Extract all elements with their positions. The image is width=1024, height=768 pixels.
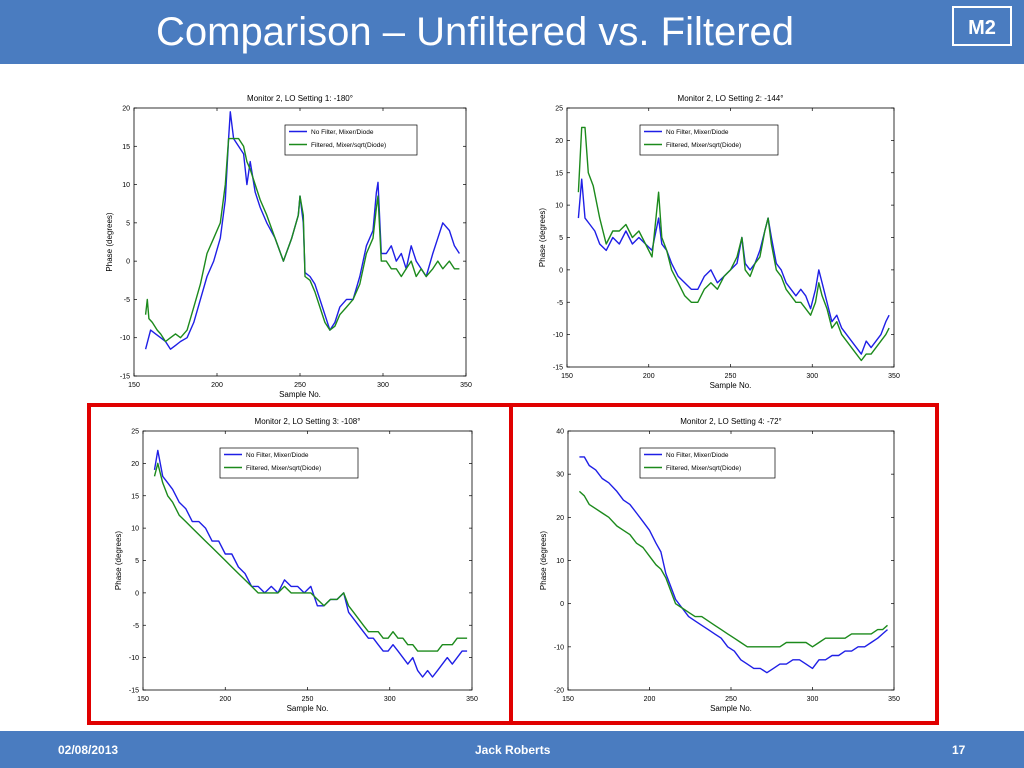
x-tick-label: 250 [725,373,737,380]
slide-footer: 02/08/2013 Jack Roberts 17 [0,731,1024,768]
footer-author: Jack Roberts [475,743,551,757]
slide-header [0,0,1024,64]
y-tick-label: -5 [557,300,563,307]
y-axis-label: Phase (degrees) [538,208,547,267]
y-tick-label: 15 [122,144,130,151]
y-tick-label: -10 [553,332,563,339]
x-tick-label: 150 [561,373,573,380]
plot-area [566,107,895,368]
series-line-no-filter [577,178,890,355]
x-tick-label: 150 [128,382,140,389]
y-tick-label: 5 [559,235,563,242]
series-line-no-filter [144,111,460,350]
y-tick-label: -5 [124,297,130,304]
footer-page-number: 17 [952,743,966,757]
slide-title: Comparison – Unfiltered vs. Filtered [155,10,795,54]
y-tick-label: 5 [126,220,130,227]
x-tick-label: 300 [377,382,389,389]
series-line-filtered [577,126,890,362]
legend-entry: No Filter, Mixer/Diode [311,129,374,136]
legend-box [639,124,779,156]
slide-badge: M2 [952,6,1012,46]
y-tick-label: -15 [120,374,130,381]
highlight-box-right [509,403,939,725]
y-axis-label: Phase (degrees) [105,212,114,271]
y-tick-label: 20 [122,106,130,113]
x-tick-label: 300 [806,373,818,380]
x-tick-label: 200 [211,382,223,389]
chart-panel-2: 150 200 250 300 350 -15 -10 -5 0 5 10 15 20 25 Monitor… [538,94,900,390]
x-axis-label: Sample No. [279,390,321,399]
x-tick-label: 350 [460,382,472,389]
y-tick-label: 0 [559,267,563,274]
x-axis-label: Sample No. [710,381,752,390]
legend-entry: Filtered, Mixer/sqrt(Diode) [311,142,386,149]
x-tick-label: 350 [888,373,900,380]
y-tick-label: 25 [555,106,563,113]
legend-entry: No Filter, Mixer/Diode [666,129,729,136]
chart-title: Monitor 2, LO Setting 2: -144° [678,94,784,103]
footer-date: 02/08/2013 [58,743,119,757]
x-tick-label: 200 [643,373,655,380]
y-tick-label: 15 [555,170,563,177]
chart-title: Monitor 2, LO Setting 1: -180° [247,94,353,103]
highlight-box-left [87,403,513,725]
legend-box [284,124,418,156]
chart-panel-1: 150 200 250 300 350 -15 -10 -5 0 5 10 15 20 Monitor 2… [105,94,472,399]
y-tick-label: 0 [126,259,130,266]
x-tick-label: 250 [294,382,306,389]
y-tick-label: 10 [122,182,130,189]
y-tick-label: -10 [120,335,130,342]
series-line-filtered [144,137,460,343]
y-tick-label: -15 [553,365,563,372]
plot-area [133,107,467,377]
legend-entry: Filtered, Mixer/sqrt(Diode) [666,142,741,149]
y-tick-label: 20 [555,138,563,145]
y-tick-label: 10 [555,203,563,210]
